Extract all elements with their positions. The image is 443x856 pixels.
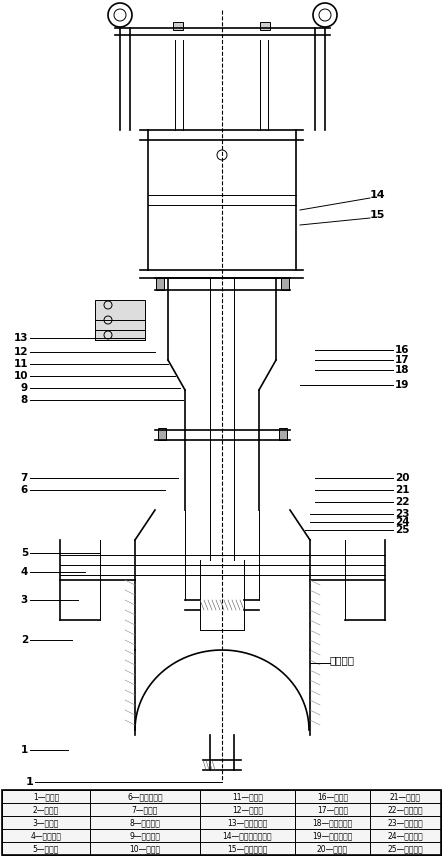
Text: 16—阀盖；: 16—阀盖； (317, 792, 348, 801)
Bar (158, 428, 166, 440)
Text: 6: 6 (21, 485, 28, 495)
Text: 25: 25 (395, 525, 409, 535)
Text: 13—气动阀件；: 13—气动阀件； (227, 818, 268, 827)
Text: 20—阀盖；: 20—阀盖； (317, 844, 348, 853)
Text: 8—密封件；: 8—密封件； (129, 818, 160, 827)
Bar (173, 22, 183, 30)
Text: 10: 10 (13, 371, 28, 381)
Text: 15—限位开关；: 15—限位开关； (227, 844, 268, 853)
Text: 18: 18 (395, 365, 409, 375)
Text: 5: 5 (21, 548, 28, 558)
Text: 3: 3 (21, 595, 28, 605)
Text: 15: 15 (370, 210, 385, 220)
Text: 12—螺母；: 12—螺母； (232, 805, 263, 814)
Text: 21—螺柱；: 21—螺柱； (390, 792, 421, 801)
Text: 23: 23 (395, 509, 409, 519)
Text: 24—对开片；: 24—对开片； (388, 831, 424, 840)
Bar (281, 278, 289, 290)
Bar (2, 790, 441, 855)
Text: 8: 8 (21, 395, 28, 405)
Text: 3—阀座；: 3—阀座； (33, 818, 59, 827)
Text: 22—调节垫；: 22—调节垫； (388, 805, 424, 814)
Text: 20: 20 (395, 473, 409, 483)
Text: 介质流向: 介质流向 (330, 655, 355, 665)
Text: 2: 2 (21, 635, 28, 645)
Text: 1—阀体；: 1—阀体； (33, 792, 59, 801)
Text: 24: 24 (395, 517, 410, 527)
Text: 21: 21 (395, 485, 409, 495)
Text: 17—阀杆；: 17—阀杆； (317, 805, 348, 814)
Text: 9: 9 (21, 383, 28, 393)
Text: 4: 4 (21, 567, 28, 577)
Text: 9—密封圈；: 9—密封圈； (129, 831, 160, 840)
Text: 6—液位管座；: 6—液位管座； (127, 792, 163, 801)
Text: 4—下阀杆；: 4—下阀杆； (31, 831, 62, 840)
Text: 1: 1 (21, 745, 28, 755)
Text: 19: 19 (395, 380, 409, 390)
Bar (260, 22, 270, 30)
Text: 14—气动执行机构；: 14—气动执行机构； (223, 831, 272, 840)
Text: 17: 17 (395, 355, 410, 365)
Text: 25—调节圈；: 25—调节圈； (388, 844, 424, 853)
Text: 16: 16 (395, 345, 409, 355)
Text: 7—阀盖；: 7—阀盖； (132, 805, 158, 814)
Bar (156, 278, 164, 290)
Text: 14: 14 (370, 190, 385, 200)
Text: 11: 11 (13, 359, 28, 369)
Text: 10—填料；: 10—填料； (129, 844, 160, 853)
Text: 18—填料压板；: 18—填料压板； (312, 818, 353, 827)
Text: 22: 22 (395, 497, 409, 507)
Text: 23—止退垫；: 23—止退垫； (388, 818, 424, 827)
Text: 1: 1 (26, 777, 34, 787)
Text: 5—垫片；: 5—垫片； (33, 844, 59, 853)
Bar (279, 428, 287, 440)
Text: 19—填料压套；: 19—填料压套； (312, 831, 353, 840)
Text: 13: 13 (13, 333, 28, 343)
Bar (95, 300, 145, 340)
Text: 11—螺柱；: 11—螺柱； (232, 792, 263, 801)
Text: 12: 12 (13, 347, 28, 357)
Text: 2—阀芯；: 2—阀芯； (33, 805, 59, 814)
Text: 7: 7 (21, 473, 28, 483)
